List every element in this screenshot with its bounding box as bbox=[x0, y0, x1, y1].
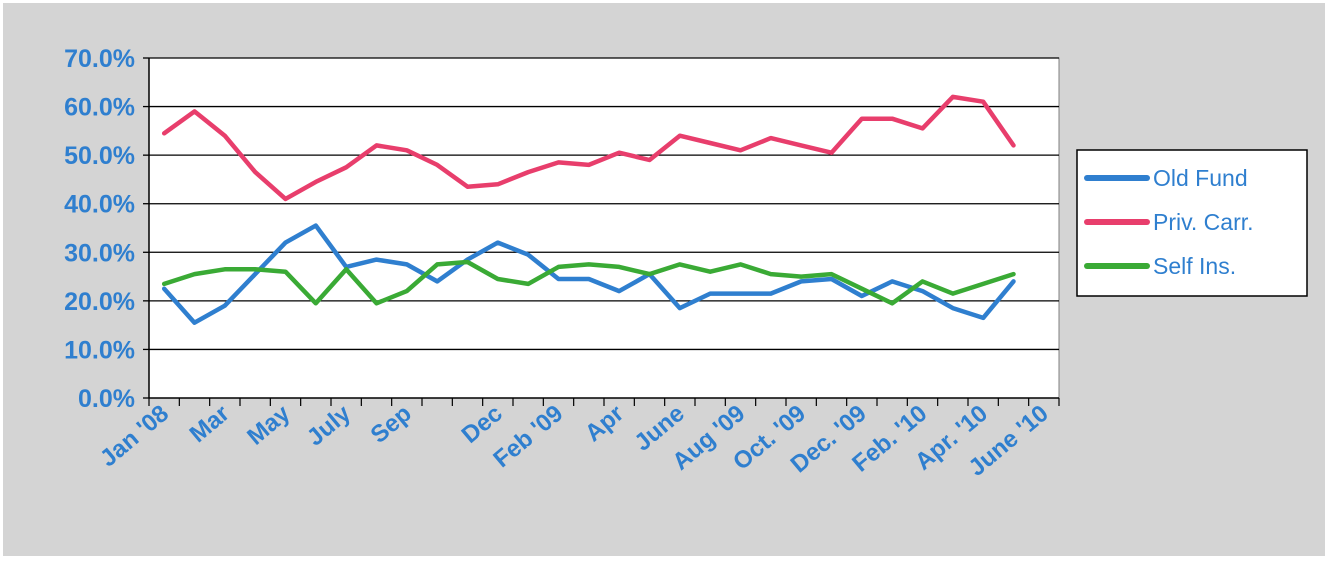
legend-label: Old Fund bbox=[1153, 165, 1248, 191]
plot-area bbox=[148, 57, 1060, 399]
x-tick-label: May bbox=[242, 399, 296, 450]
series-line bbox=[161, 94, 1016, 202]
y-tick-label: 60.0% bbox=[64, 94, 135, 122]
series-lines bbox=[161, 94, 1016, 325]
legend: Old Fund Priv. Carr. Self Ins. bbox=[1076, 149, 1308, 297]
axes bbox=[143, 57, 1060, 406]
legend-label: Self Ins. bbox=[1153, 253, 1236, 279]
y-tick-label: 70.0% bbox=[64, 45, 135, 73]
x-tick-label: July bbox=[302, 399, 357, 451]
chart-container: 0.0% 10.0% 20.0% 30.0% 40.0% 50.0% 60.0% 70.0% … bbox=[3, 3, 1325, 556]
series-line bbox=[161, 259, 1016, 306]
x-tick-label: Mar bbox=[185, 400, 235, 448]
x-tick-label: Apr bbox=[580, 400, 629, 447]
x-tick-label: Feb '09 bbox=[488, 400, 568, 473]
legend-label: Priv. Carr. bbox=[1153, 209, 1254, 235]
y-tick-label: 30.0% bbox=[64, 239, 135, 267]
y-tick-label: 50.0% bbox=[64, 142, 135, 170]
x-tick-label: Sep bbox=[366, 400, 417, 449]
y-tick-label: 20.0% bbox=[64, 288, 135, 316]
gridlines bbox=[149, 57, 1059, 351]
y-axis-tick-labels: 0.0% 10.0% 20.0% 30.0% 40.0% 50.0% 60.0% 70.0% bbox=[64, 45, 135, 413]
line-chart: 0.0%10.0%20.0%30.0%40.0%50.0%60.0%70.0% … bbox=[64, 45, 1308, 482]
y-tick-label: 40.0% bbox=[64, 191, 135, 219]
y-tick-label: 0.0% bbox=[78, 385, 135, 413]
y-tick-label: 10.0% bbox=[64, 336, 135, 364]
